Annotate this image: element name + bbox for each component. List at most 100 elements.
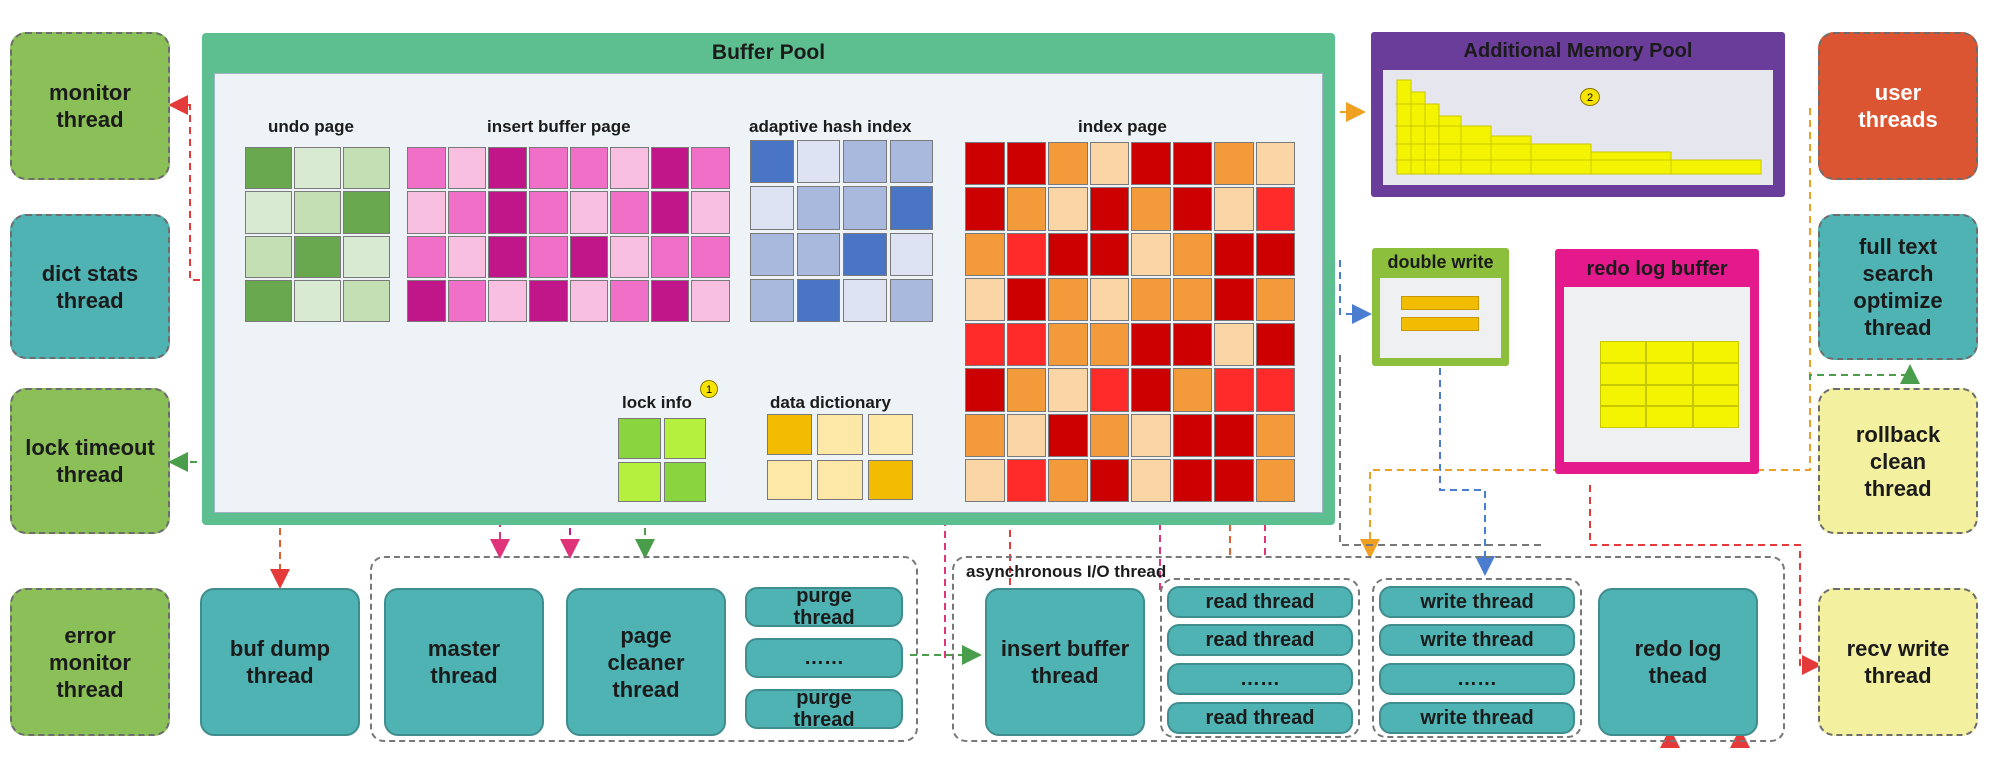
undo-page-cell bbox=[245, 191, 292, 234]
purge-thread-1[interactable]: purge thread bbox=[745, 585, 903, 629]
undo-page-cell bbox=[343, 191, 390, 234]
insert-buffer-page-cell bbox=[528, 147, 568, 190]
insert-buffer-page-cell bbox=[569, 191, 609, 234]
write-thread-1[interactable]: write thread bbox=[1379, 586, 1575, 618]
buffer-pool-title: Buffer Pool bbox=[711, 41, 826, 64]
index-page-cell bbox=[1172, 277, 1212, 321]
note-badge-2[interactable]: 2 bbox=[1580, 88, 1600, 106]
adaptive-hash-index-cell bbox=[843, 232, 887, 276]
index-page-cell bbox=[1089, 142, 1129, 186]
double-write-block-2 bbox=[1401, 317, 1479, 331]
index-page-cell bbox=[1089, 277, 1129, 321]
undo-page-cell bbox=[245, 279, 292, 322]
data-dictionary-cell bbox=[767, 459, 813, 500]
index-page-cell bbox=[1214, 413, 1254, 457]
lock-timeout-thread[interactable]: lock timeout thread bbox=[10, 388, 170, 534]
redo-log-buffer-title: redo log buffer bbox=[1586, 258, 1728, 280]
index-page-cell bbox=[1214, 323, 1254, 367]
note-badge-1[interactable]: 1 bbox=[700, 380, 718, 398]
background-thread-group bbox=[370, 556, 918, 742]
buf-dump-thread[interactable]: buf dump thread bbox=[200, 588, 360, 736]
index-page-cell bbox=[1172, 323, 1212, 367]
undo-page-cell bbox=[294, 279, 341, 322]
insert-buffer-page-cell bbox=[610, 147, 649, 190]
monitor-thread[interactable]: monitor thread bbox=[10, 32, 170, 180]
undo-page-cell bbox=[245, 235, 292, 278]
index-page-cell bbox=[1006, 458, 1046, 502]
insert-buffer-page-cell bbox=[407, 191, 446, 234]
read-thread-1[interactable]: read thread bbox=[1167, 586, 1353, 618]
lock-info-cell bbox=[618, 418, 661, 459]
data-dictionary-label: data dictionary bbox=[770, 393, 891, 412]
index-page-cell bbox=[1006, 187, 1046, 231]
index-page-cell bbox=[1214, 458, 1254, 502]
index-page-cell bbox=[1131, 142, 1171, 186]
redo-log-buffer-cell bbox=[1600, 341, 1647, 363]
lock-info-cell bbox=[663, 461, 706, 502]
index-page-cell bbox=[1172, 232, 1212, 276]
insert-buffer-thread[interactable]: insert buffer thread bbox=[985, 588, 1145, 736]
write-thread-2[interactable]: write thread bbox=[1379, 624, 1575, 656]
index-page-cell bbox=[1089, 187, 1129, 231]
adaptive-hash-index-cell bbox=[889, 232, 933, 276]
recv-write-thread[interactable]: recv write thread bbox=[1818, 588, 1978, 736]
lock-info-grid bbox=[618, 418, 706, 502]
insert-buffer-page-cell bbox=[691, 191, 730, 234]
index-page-cell bbox=[1255, 142, 1295, 186]
index-page-cell bbox=[1006, 277, 1046, 321]
full-text-search-optimize-thread[interactable]: full text search optimize thread bbox=[1818, 214, 1978, 360]
index-page-cell bbox=[1255, 458, 1295, 502]
index-page-cell bbox=[1214, 187, 1254, 231]
double-write: double write bbox=[1372, 248, 1509, 366]
error-monitor-thread[interactable]: error monitor thread bbox=[10, 588, 170, 736]
page-cleaner-thread[interactable]: page cleaner thread bbox=[566, 588, 726, 736]
insert-buffer-page-cell bbox=[691, 147, 730, 190]
index-page-cell bbox=[1131, 458, 1171, 502]
dict-stats-thread[interactable]: dict stats thread bbox=[10, 214, 170, 359]
insert-buffer-page-label: insert buffer page bbox=[487, 117, 631, 136]
adaptive-hash-index-cell bbox=[796, 186, 840, 230]
index-page-cell bbox=[965, 368, 1005, 412]
asynchronous-io-thread-label: asynchronous I/O thread bbox=[966, 562, 1167, 581]
write-thread-3[interactable]: write thread bbox=[1379, 702, 1575, 734]
adaptive-hash-index-cell bbox=[889, 186, 933, 230]
index-page-cell bbox=[1048, 277, 1088, 321]
insert-buffer-page-cell bbox=[407, 235, 446, 278]
double-write-block-1 bbox=[1401, 296, 1479, 310]
insert-buffer-page-cell bbox=[447, 279, 487, 322]
master-thread[interactable]: master thread bbox=[384, 588, 544, 736]
index-page-cell bbox=[1255, 323, 1295, 367]
undo-page-cell bbox=[343, 279, 390, 322]
lock-info-cell bbox=[663, 418, 706, 459]
insert-buffer-page-cell bbox=[650, 235, 690, 278]
read-thread-2[interactable]: read thread bbox=[1167, 624, 1353, 656]
index-page-cell bbox=[965, 413, 1005, 457]
insert-buffer-page-cell bbox=[488, 147, 527, 190]
adaptive-hash-index-cell bbox=[843, 140, 887, 184]
insert-buffer-page-cell bbox=[447, 147, 487, 190]
write-thread-group bbox=[1372, 578, 1582, 738]
undo-page-cell bbox=[294, 191, 341, 234]
data-dictionary-cell bbox=[767, 414, 813, 455]
write-thread-dots: …… bbox=[1379, 663, 1575, 695]
rollback-clean-thread[interactable]: rollback clean thread bbox=[1818, 388, 1978, 534]
insert-buffer-page-cell bbox=[447, 191, 487, 234]
undo-page-grid bbox=[245, 147, 390, 322]
index-page-cell bbox=[1214, 232, 1254, 276]
insert-buffer-page-cell bbox=[447, 235, 487, 278]
index-page-cell bbox=[1131, 323, 1171, 367]
index-page-label: index page bbox=[1078, 117, 1167, 136]
adaptive-hash-index-grid bbox=[750, 140, 933, 322]
index-page-cell bbox=[1255, 232, 1295, 276]
purge-thread-2[interactable]: purge thread bbox=[745, 687, 903, 731]
redo-log-thread[interactable]: redo log thead bbox=[1598, 588, 1758, 736]
user-threads[interactable]: user threads bbox=[1818, 32, 1978, 180]
memory-pool-staircase bbox=[1395, 79, 1762, 175]
insert-buffer-page-cell bbox=[610, 279, 649, 322]
index-page-cell bbox=[1131, 277, 1171, 321]
read-thread-3[interactable]: read thread bbox=[1167, 702, 1353, 734]
insert-buffer-page-cell bbox=[528, 279, 568, 322]
lock-info-label: lock info bbox=[622, 393, 692, 412]
redo-log-buffer-cell bbox=[1646, 384, 1693, 407]
index-page-cell bbox=[1089, 323, 1129, 367]
